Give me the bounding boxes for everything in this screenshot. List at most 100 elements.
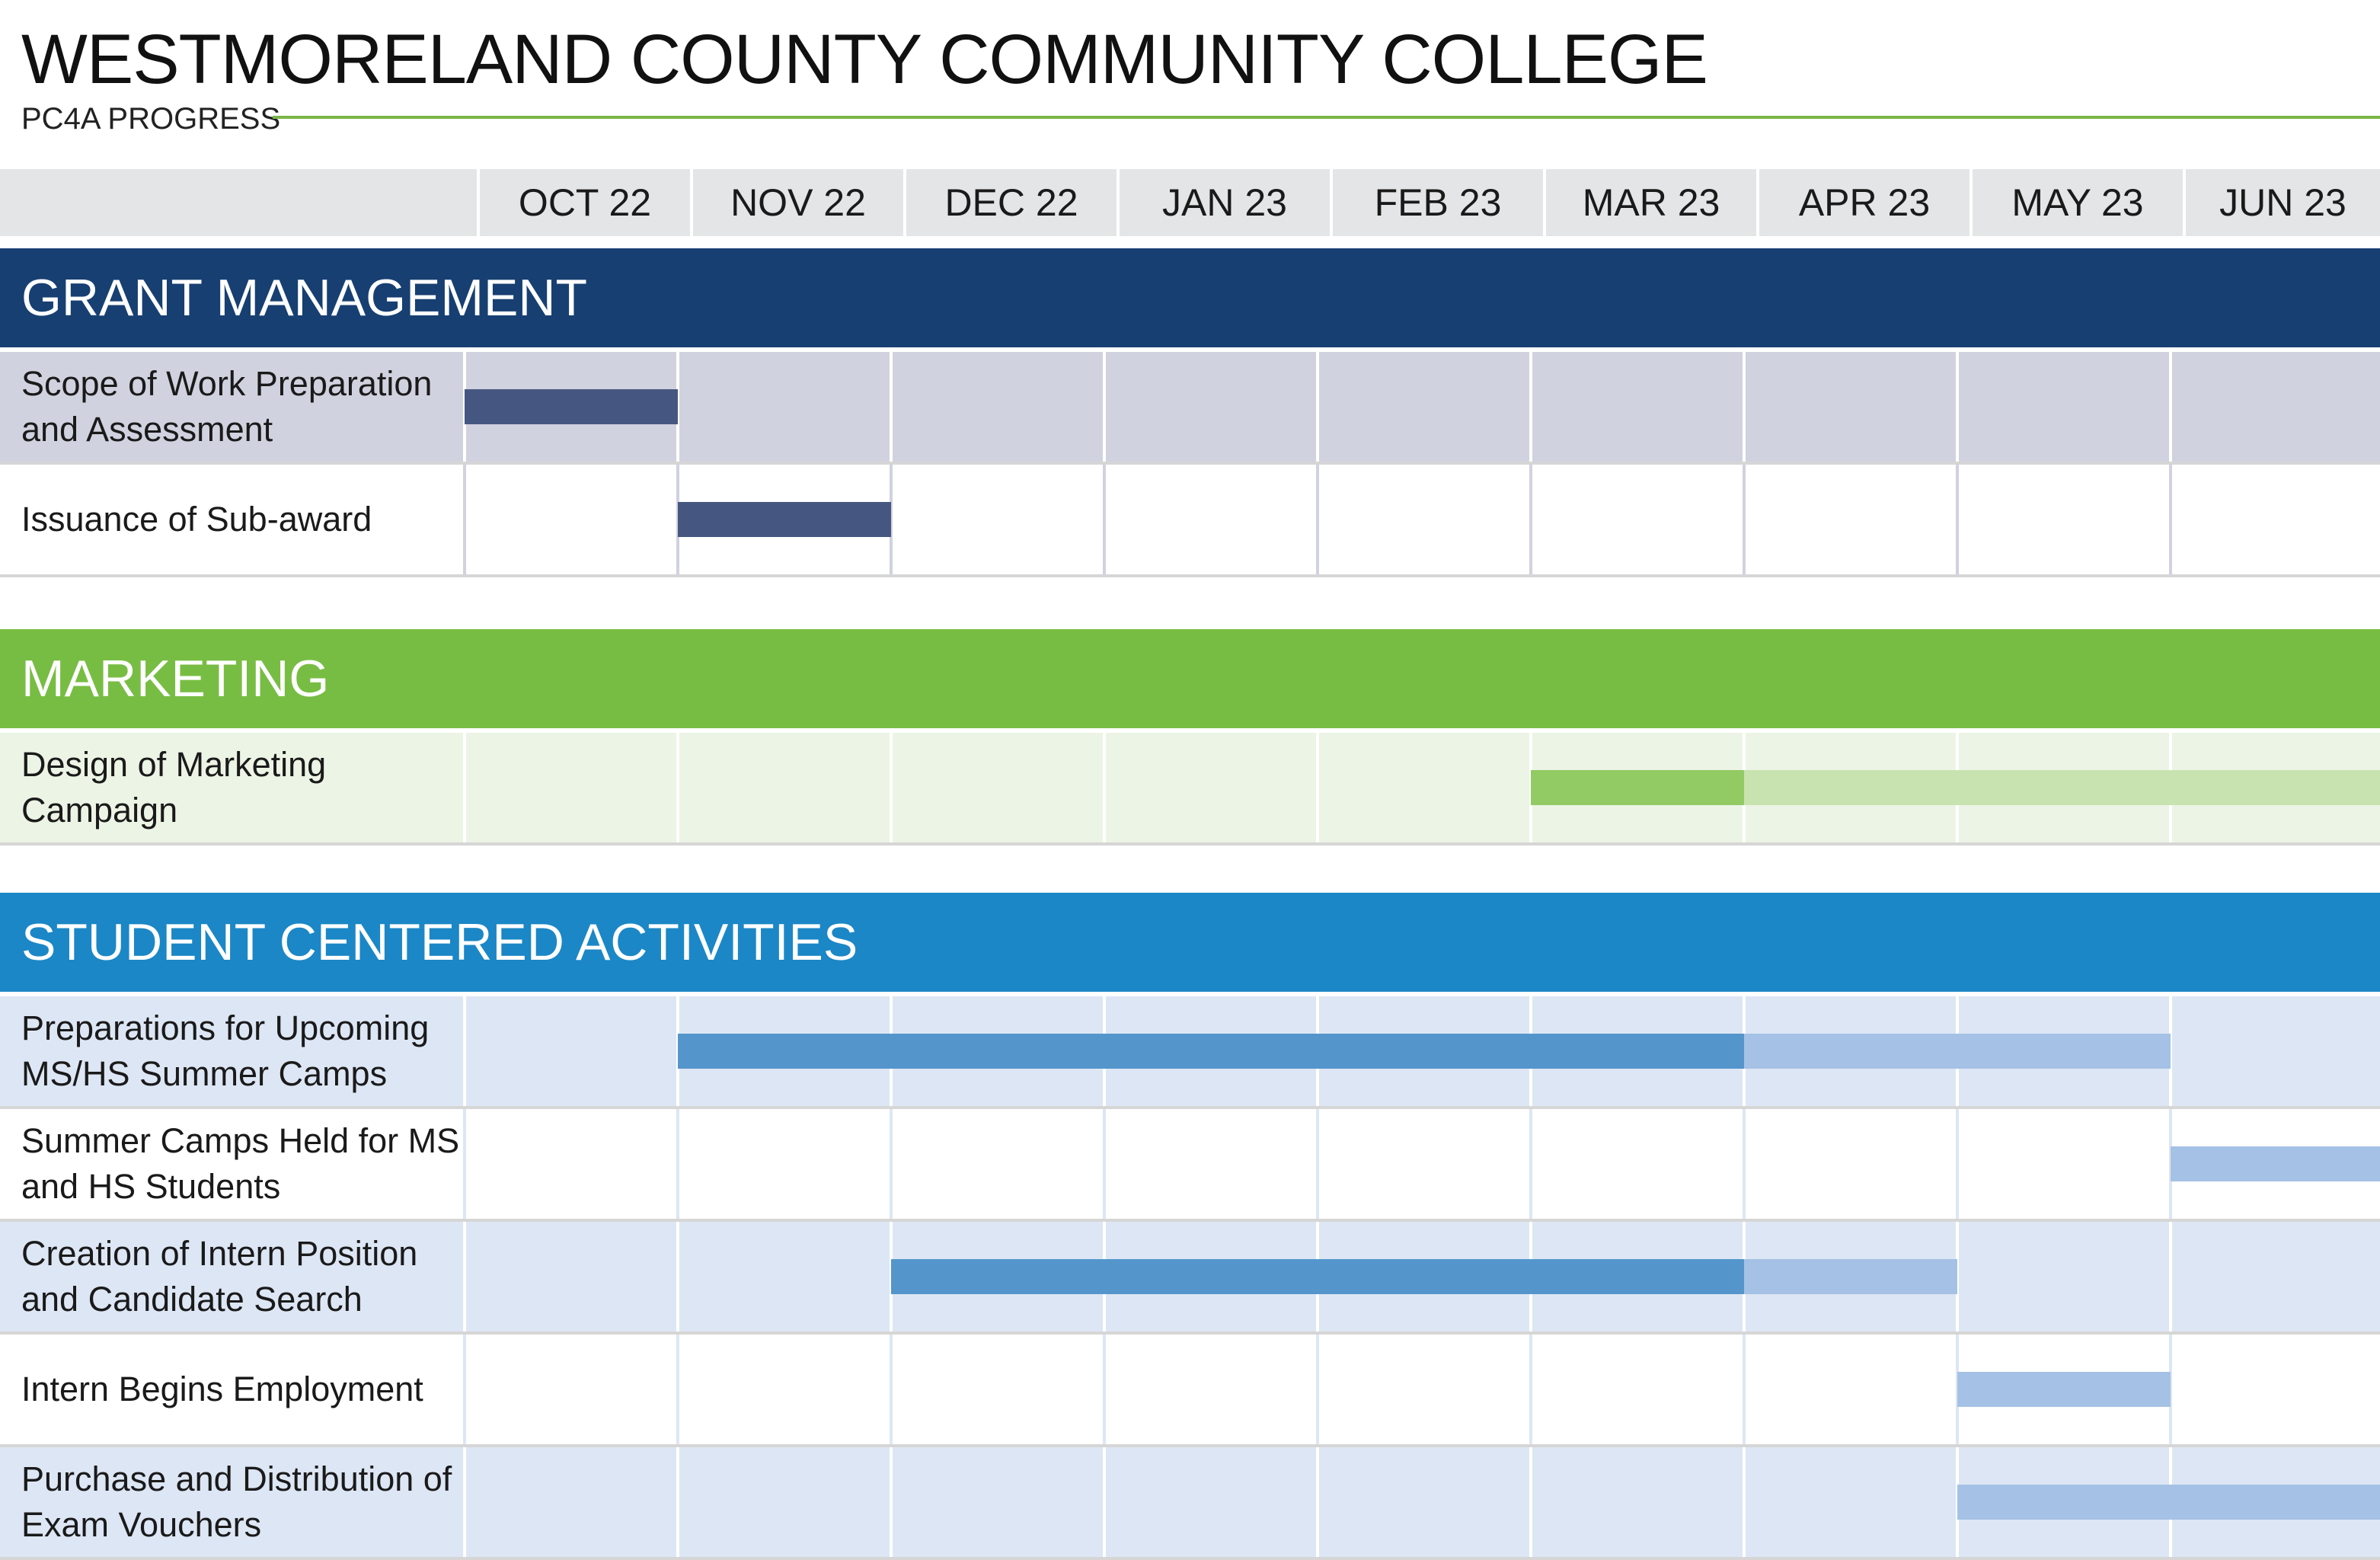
- task-bar: [678, 1034, 1744, 1069]
- month-gridline: [463, 465, 466, 574]
- month-gridline: [1316, 465, 1319, 574]
- row-separator: [0, 1444, 2380, 1447]
- month-gridline: [1103, 733, 1106, 842]
- page-subtitle: PC4A PROGRESS: [21, 102, 281, 136]
- month-gridline: [676, 1109, 679, 1219]
- month-gridline: [1316, 1335, 1319, 1444]
- task-bar: [1957, 1485, 2380, 1520]
- task-row: Issuance of Sub-award: [0, 465, 2380, 574]
- month-header-cell: MAY 23: [1973, 169, 2183, 236]
- month-header-cell: FEB 23: [1333, 169, 1543, 236]
- task-bar: [1744, 1034, 2171, 1069]
- month-gridline: [1743, 465, 1746, 574]
- month-gridline: [890, 1335, 893, 1444]
- section-header: GRANT MANAGEMENT: [0, 248, 2380, 347]
- month-gridline: [890, 1109, 893, 1219]
- section-header: STUDENT CENTERED ACTIVITIES: [0, 893, 2380, 992]
- task-bar: [465, 389, 678, 424]
- month-gridline: [463, 733, 466, 842]
- row-separator: [0, 574, 2380, 577]
- month-header-cell: APR 23: [1759, 169, 1969, 236]
- month-gridline: [2169, 465, 2172, 574]
- month-header-cell: OCT 22: [480, 169, 690, 236]
- month-header-cell: JUN 23: [2186, 169, 2380, 236]
- task-bar: [1957, 1372, 2171, 1407]
- month-gridline: [1103, 1109, 1106, 1219]
- task-row: Purchase and Distribution of Exam Vouche…: [0, 1447, 2380, 1557]
- page-title: WESTMORELAND COUNTY COMMUNITY COLLEGE: [21, 21, 1708, 98]
- month-gridline: [463, 1222, 466, 1331]
- month-gridline: [1529, 1109, 1532, 1219]
- month-gridline: [1103, 352, 1106, 462]
- month-gridline: [463, 1335, 466, 1444]
- month-header-corner: [0, 169, 477, 236]
- month-gridline: [1956, 465, 1959, 574]
- month-gridline: [463, 1109, 466, 1219]
- task-bar: [1531, 770, 1744, 805]
- month-header-cell: MAR 23: [1546, 169, 1756, 236]
- month-gridline: [2169, 352, 2172, 462]
- task-label: Summer Camps Held for MS and HS Students: [21, 1121, 460, 1206]
- task-row: Scope of Work Preparation and Assessment: [0, 352, 2380, 462]
- month-gridline: [890, 733, 893, 842]
- month-gridline: [1316, 733, 1319, 842]
- task-bar: [2171, 1146, 2380, 1181]
- task-row: Design of Marketing Campaign: [0, 733, 2380, 842]
- row-separator: [0, 1106, 2380, 1109]
- month-gridline: [1529, 352, 1532, 462]
- month-gridline: [1103, 1335, 1106, 1444]
- month-gridline: [1743, 352, 1746, 462]
- task-bar: [1744, 770, 2380, 805]
- month-gridline: [2169, 996, 2172, 1106]
- month-gridline: [890, 352, 893, 462]
- row-separator: [0, 1219, 2380, 1222]
- task-label: Intern Begins Employment: [21, 1370, 423, 1408]
- month-gridline: [1529, 1447, 1532, 1557]
- task-label: Scope of Work Preparation and Assessment: [21, 364, 433, 449]
- month-gridline: [1529, 465, 1532, 574]
- month-gridline: [2169, 1335, 2172, 1444]
- month-gridline: [463, 1447, 466, 1557]
- month-gridline: [676, 733, 679, 842]
- task-row: Intern Begins Employment: [0, 1335, 2380, 1444]
- subtitle-divider: [273, 116, 2380, 119]
- month-header-cell: DEC 22: [906, 169, 1117, 236]
- month-gridline: [1529, 1335, 1532, 1444]
- month-gridline: [1956, 1222, 1959, 1331]
- task-label: Design of Marketing Campaign: [21, 745, 327, 830]
- task-row: Summer Camps Held for MS and HS Students: [0, 1109, 2380, 1219]
- month-gridline: [1956, 1109, 1959, 1219]
- month-header-cell: JAN 23: [1120, 169, 1330, 236]
- month-gridline: [676, 1222, 679, 1331]
- month-gridline: [676, 352, 679, 462]
- month-gridline: [463, 996, 466, 1106]
- month-gridline: [1316, 1109, 1319, 1219]
- task-label: Preparations for Upcoming MS/HS Summer C…: [21, 1009, 430, 1093]
- task-bar: [678, 502, 891, 537]
- row-separator: [0, 842, 2380, 846]
- month-gridline: [1103, 465, 1106, 574]
- task-bar: [891, 1259, 1744, 1294]
- task-row: Preparations for Upcoming MS/HS Summer C…: [0, 996, 2380, 1106]
- task-label: Issuance of Sub-award: [21, 500, 372, 539]
- month-gridline: [890, 465, 893, 574]
- month-gridline: [2169, 1222, 2172, 1331]
- section-header: MARKETING: [0, 629, 2380, 728]
- month-gridline: [676, 1335, 679, 1444]
- month-gridline: [1316, 352, 1319, 462]
- task-row: Creation of Intern Position and Candidat…: [0, 1222, 2380, 1331]
- month-gridline: [1743, 1335, 1746, 1444]
- task-label: Purchase and Distribution of Exam Vouche…: [21, 1459, 452, 1544]
- month-gridline: [1743, 1109, 1746, 1219]
- task-label: Creation of Intern Position and Candidat…: [21, 1234, 418, 1319]
- row-separator: [0, 462, 2380, 465]
- task-bar: [1744, 1259, 1957, 1294]
- month-gridline: [1316, 1447, 1319, 1557]
- month-gridline: [676, 1447, 679, 1557]
- month-gridline: [1743, 1447, 1746, 1557]
- row-separator: [0, 1331, 2380, 1335]
- month-header-cell: NOV 22: [693, 169, 903, 236]
- month-gridline: [890, 1447, 893, 1557]
- month-gridline: [1103, 1447, 1106, 1557]
